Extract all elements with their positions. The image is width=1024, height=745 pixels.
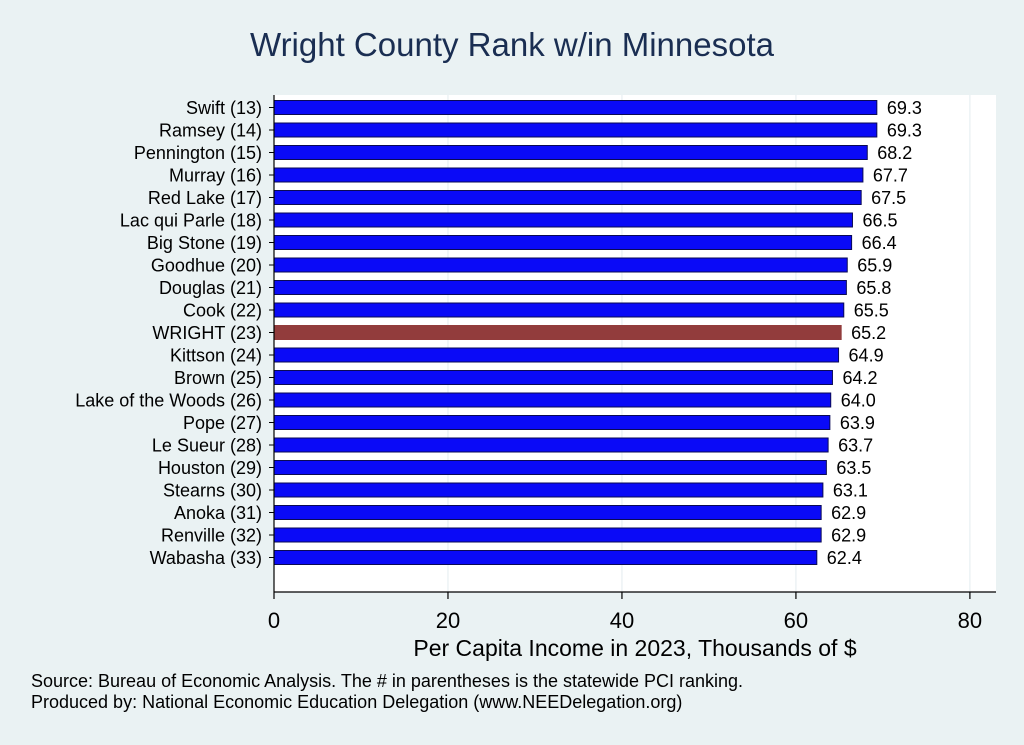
bar — [273, 235, 853, 250]
bar — [273, 460, 827, 475]
x-tick-label: 80 — [958, 608, 982, 633]
category-label: Brown (25) — [174, 368, 262, 388]
category-label: Pope (27) — [183, 413, 262, 433]
category-label: Pennington (15) — [134, 143, 262, 163]
value-label: 66.4 — [862, 233, 897, 253]
bar — [273, 302, 845, 318]
bar — [273, 392, 832, 408]
value-label: 69.3 — [887, 121, 922, 141]
value-label: 62.9 — [831, 526, 866, 546]
value-label: 66.5 — [862, 211, 897, 231]
bar — [273, 190, 862, 205]
category-label: Le Sueur (28) — [152, 436, 262, 456]
bars: Swift (13) 69.3 Ramsey (14) 69.3 Pennington … — [75, 98, 922, 568]
bar — [273, 527, 822, 543]
bar — [273, 370, 833, 385]
value-label: 67.5 — [871, 188, 906, 208]
bar — [273, 257, 848, 273]
category-label: Houston (29) — [158, 458, 262, 478]
category-label: Lake of the Woods (26) — [75, 391, 262, 411]
bar — [273, 550, 818, 565]
category-label: Cook (22) — [183, 301, 262, 321]
chart-title: Wright County Rank w/in Minnesota — [250, 26, 774, 63]
value-label: 64.9 — [849, 346, 884, 366]
x-axis-label: Per Capita Income in 2023, Thousands of … — [413, 635, 856, 661]
bar — [273, 167, 864, 183]
category-label: Ramsey (14) — [159, 121, 262, 141]
category-label: Kittson (24) — [170, 346, 262, 366]
category-label: Murray (16) — [169, 166, 262, 186]
value-label: 63.5 — [836, 458, 871, 478]
category-label: Stearns (30) — [163, 481, 262, 501]
value-label: 65.8 — [856, 278, 891, 298]
category-label: Anoka (31) — [174, 503, 262, 523]
bar — [273, 347, 840, 363]
value-label: 62.9 — [831, 503, 866, 523]
bar — [273, 437, 829, 453]
category-label: Big Stone (19) — [147, 233, 262, 253]
value-label: 64.0 — [841, 391, 876, 411]
bar — [273, 415, 831, 430]
x-tick-label: 20 — [436, 608, 460, 633]
category-label: WRIGHT (23) — [152, 323, 262, 343]
category-label: Red Lake (17) — [148, 188, 262, 208]
x-tick-label: 0 — [268, 608, 280, 633]
category-label: Lac qui Parle (18) — [120, 211, 262, 231]
category-label: Renville (32) — [161, 526, 262, 546]
bar — [273, 212, 853, 228]
category-label: Douglas (21) — [159, 278, 262, 298]
value-label: 67.7 — [873, 166, 908, 186]
value-label: 65.2 — [851, 323, 886, 343]
value-label: 63.7 — [838, 436, 873, 456]
bar — [273, 145, 868, 160]
value-label: 63.9 — [840, 413, 875, 433]
value-label: 68.2 — [877, 143, 912, 163]
highlight-bar — [273, 325, 842, 340]
source-note: Source: Bureau of Economic Analysis. The… — [31, 671, 744, 691]
bar — [273, 100, 878, 115]
value-label: 63.1 — [833, 481, 868, 501]
chart-notes: Source: Bureau of Economic Analysis. The… — [31, 671, 743, 713]
value-label: 65.5 — [854, 301, 889, 321]
value-label: 62.4 — [827, 548, 862, 568]
x-tick-label: 60 — [784, 608, 808, 633]
category-label: Swift (13) — [186, 98, 262, 118]
value-label: 64.2 — [842, 368, 877, 388]
producer-note: Produced by: National Economic Education… — [31, 692, 683, 712]
x-tick-label: 40 — [610, 608, 634, 633]
bar — [273, 280, 847, 295]
axes: 0 20 40 60 80 — [268, 95, 996, 633]
value-label: 65.9 — [857, 256, 892, 276]
category-label: Wabasha (33) — [150, 548, 262, 568]
bar — [273, 122, 878, 138]
category-label: Goodhue (20) — [151, 256, 262, 276]
value-label: 69.3 — [887, 98, 922, 118]
bar — [273, 505, 822, 520]
bar — [273, 482, 824, 498]
